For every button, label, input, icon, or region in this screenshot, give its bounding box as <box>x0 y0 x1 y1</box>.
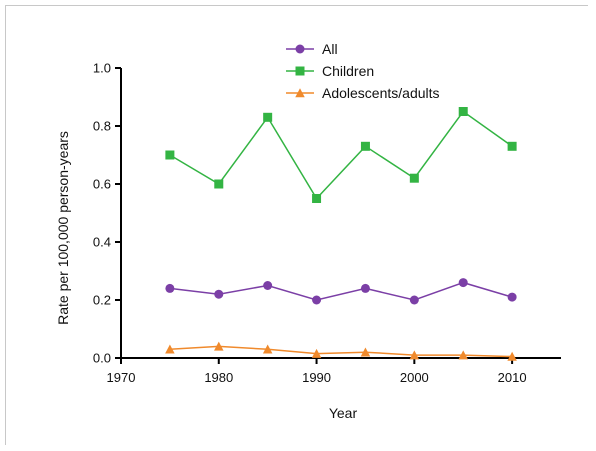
legend-marker-all <box>295 44 305 54</box>
data-point-adolescents-adults <box>214 341 224 351</box>
series-layer <box>165 107 517 361</box>
data-point-children <box>214 179 224 189</box>
data-point-children <box>165 150 175 160</box>
axes: 0.0 0.2 0.4 0.6 0.8 1.0 1970 1980 1990 2000 2010 <box>93 61 561 385</box>
y-tick-label: 0.0 <box>93 351 111 366</box>
data-point-adolescents-adults <box>360 347 371 357</box>
data-point-adolescents-adults <box>165 344 175 354</box>
data-point-all <box>263 281 273 290</box>
x-tick-label: 2010 <box>498 370 527 385</box>
x-tick-label: 1970 <box>107 370 136 385</box>
y-tick-label: 0.6 <box>93 177 111 192</box>
data-point-all <box>312 295 322 305</box>
data-point-children <box>360 141 370 151</box>
data-point-all <box>409 295 419 305</box>
legend: All Children Adolescents/adults <box>286 41 440 101</box>
data-point-all <box>214 289 224 299</box>
data-point-children <box>409 173 419 183</box>
data-point-adolescents-adults <box>262 344 273 354</box>
data-point-adolescents-adults <box>507 351 517 361</box>
data-point-adolescents-adults <box>311 348 322 358</box>
data-point-children <box>507 141 517 151</box>
series-line-adolescents-adults <box>169 345 513 358</box>
series-all <box>165 278 517 305</box>
x-axis-title: Year <box>329 405 358 421</box>
y-tick-label: 0.4 <box>93 235 111 250</box>
data-point-children <box>458 107 468 116</box>
data-point-children <box>263 112 273 122</box>
legend-label: Children <box>322 63 374 79</box>
data-point-adolescents-adults <box>458 350 468 360</box>
legend-item-all: All <box>286 41 338 57</box>
y-tick-label: 0.8 <box>93 119 111 134</box>
x-tick-label: 1990 <box>302 370 331 385</box>
data-point-children <box>312 194 322 203</box>
data-point-all <box>507 292 517 302</box>
x-tick-label: 2000 <box>400 370 429 385</box>
legend-item-adolescents-adults: Adolescents/adults <box>286 85 440 101</box>
data-point-all <box>458 278 468 288</box>
y-tick-label: 1.0 <box>93 61 111 76</box>
series-children <box>165 107 517 203</box>
series-line-children <box>169 110 513 200</box>
y-axis-title: Rate per 100,000 person-years <box>55 131 71 325</box>
x-tick-label: 1980 <box>204 370 233 385</box>
legend-marker-children <box>295 66 305 76</box>
y-tick-label: 0.2 <box>93 293 111 308</box>
series-adolescents-adults <box>165 341 517 361</box>
figure-frame <box>5 5 588 445</box>
data-point-all <box>360 283 370 293</box>
legend-marker-adolescents-adults <box>295 88 305 98</box>
data-point-adolescents-adults <box>409 350 420 360</box>
series-line-all <box>169 281 513 301</box>
legend-item-children: Children <box>286 63 374 79</box>
legend-label: Adolescents/adults <box>322 85 440 101</box>
legend-label: All <box>322 41 338 57</box>
data-point-all <box>165 283 175 293</box>
